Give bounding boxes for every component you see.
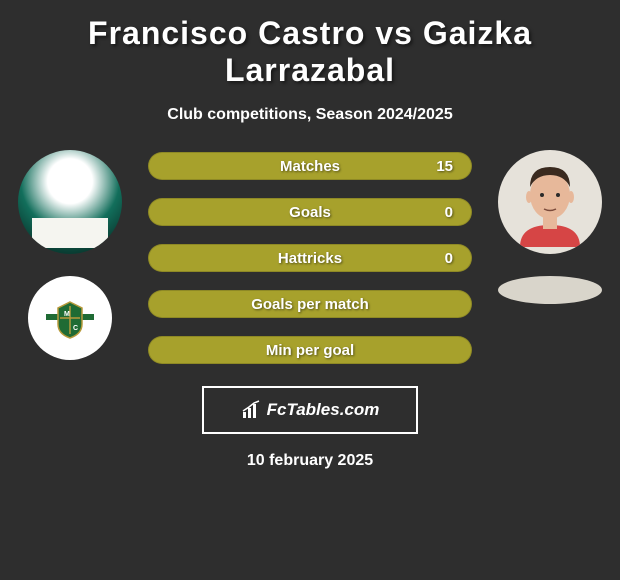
svg-text:C: C xyxy=(73,325,78,332)
person-icon xyxy=(510,157,590,247)
footer-date: 10 february 2025 xyxy=(0,452,620,470)
player2-avatar xyxy=(498,150,602,254)
player2-club-placeholder xyxy=(498,276,602,304)
stat-label: Goals per match xyxy=(251,296,369,313)
club-crest-icon: M C xyxy=(42,290,98,346)
infographic-root: Francisco Castro vs Gaizka Larrazabal Cl… xyxy=(0,0,620,480)
stat-pill-goals: Goals 0 xyxy=(148,198,472,226)
right-column xyxy=(490,142,610,304)
stat-label: Goals xyxy=(289,204,331,221)
stat-value: 15 xyxy=(436,158,453,175)
stat-value: 0 xyxy=(445,204,453,221)
brand-box[interactable]: FcTables.com xyxy=(202,386,418,434)
player1-club-badge: M C xyxy=(28,276,112,360)
stat-label: Hattricks xyxy=(278,250,342,267)
stats-column: Matches 15 Goals 0 Hattricks 0 Goals per… xyxy=(130,142,490,364)
stat-label: Min per goal xyxy=(266,342,354,359)
stat-pill-matches: Matches 15 xyxy=(148,152,472,180)
stat-pill-goals-per-match: Goals per match xyxy=(148,290,472,318)
left-column: M C xyxy=(10,142,130,360)
svg-text:M: M xyxy=(64,311,70,318)
page-title: Francisco Castro vs Gaizka Larrazabal xyxy=(0,10,620,94)
stat-label: Matches xyxy=(280,158,340,175)
chart-icon xyxy=(241,400,261,420)
player1-avatar xyxy=(18,150,122,254)
stat-value: 0 xyxy=(445,250,453,267)
page-subtitle: Club competitions, Season 2024/2025 xyxy=(0,94,620,142)
brand-text: FcTables.com xyxy=(267,400,380,420)
main-row: M C Matches 15 Goals 0 Hattricks 0 Goals xyxy=(0,142,620,364)
stat-pill-hattricks: Hattricks 0 xyxy=(148,244,472,272)
stat-pill-min-per-goal: Min per goal xyxy=(148,336,472,364)
